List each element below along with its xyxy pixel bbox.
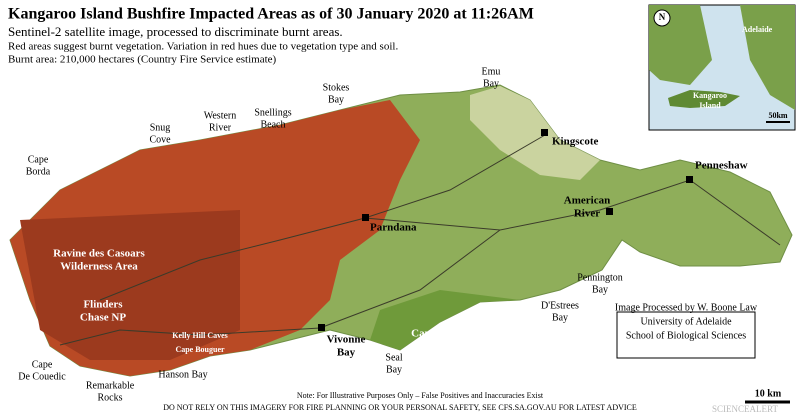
place-label: Cape Gantheaume — [411, 328, 499, 340]
road — [319, 229, 501, 329]
place-label: Snug — [150, 122, 171, 133]
place-label: Remarkable — [86, 380, 135, 391]
note: Red areas suggest burnt vegetation. Vari… — [8, 41, 398, 53]
footer-note: Note: For Illustrative Purposes Only – F… — [297, 391, 544, 400]
place-label: Parndana — [370, 222, 417, 234]
inset-island — [668, 90, 740, 108]
inset-label: Kangaroo — [693, 91, 727, 100]
place-label: Western — [204, 110, 237, 121]
town-marker — [362, 214, 369, 221]
town-marker — [318, 324, 325, 331]
road — [364, 179, 781, 246]
road — [59, 327, 321, 346]
scale-label: 10 km — [755, 388, 782, 399]
town-marker — [686, 176, 693, 183]
credit-box — [616, 311, 756, 359]
place-label: Kingscote — [552, 136, 599, 148]
place-label: Cape — [28, 154, 49, 165]
place-label: Rocks — [98, 392, 123, 403]
town-markers — [318, 129, 693, 331]
note: Burnt area: 210,000 hectares (Country Fi… — [8, 54, 277, 66]
credit: School of Biological Sciences — [626, 330, 746, 341]
place-label: Cove — [149, 134, 171, 145]
place-label: Cape Bouguer — [175, 345, 225, 354]
place-label: Bay — [337, 347, 356, 359]
north-label: N — [659, 12, 666, 22]
place-label: Bay — [592, 284, 608, 295]
inset-label: Island — [699, 101, 721, 110]
place-label: De Couedic — [18, 371, 66, 382]
town-marker — [606, 208, 613, 215]
place-label: Pennington — [577, 272, 623, 283]
inset-land — [740, 5, 795, 110]
place-label: D'Estrees — [541, 300, 579, 311]
place-label: Hanson Bay — [158, 369, 207, 380]
cape-gantheaume-area — [370, 290, 520, 350]
place-label: Borda — [26, 166, 51, 177]
inset-scale-label: 50km — [768, 111, 787, 120]
title: Kangaroo Island Bushfire Impacted Areas … — [8, 6, 534, 23]
place-label: River — [209, 122, 232, 133]
place-label: Chase NP — [80, 312, 126, 324]
subtitle: Sentinel-2 satellite image, processed to… — [8, 24, 343, 39]
place-label: Kelly Hill Caves — [172, 331, 228, 340]
place-label: Bay — [328, 94, 344, 105]
burnt-area-dark — [20, 210, 240, 360]
place-label: Bay — [552, 312, 568, 323]
north-arrow — [653, 9, 671, 27]
town-marker — [541, 129, 548, 136]
place-label: Bay — [386, 364, 402, 375]
place-label: Vivonne — [327, 334, 366, 346]
place-label: American — [564, 195, 610, 207]
place-label: Seal — [385, 352, 402, 363]
credit: University of Adelaide — [640, 316, 732, 327]
place-label: Emu — [482, 66, 501, 77]
place-label: Flinders — [83, 299, 123, 311]
place-label: Wilderness Area — [60, 261, 138, 273]
place-label: Penneshaw — [695, 160, 748, 172]
place-label: Snellings — [254, 107, 291, 118]
place-label: Cape — [32, 359, 53, 370]
watermark: SCIENCEALERT — [712, 404, 778, 414]
credit: Image Processed by W. Boone Law — [615, 302, 758, 313]
place-label: River — [574, 208, 600, 220]
inset-label: Adelaide — [742, 25, 773, 34]
place-label: Ravine des Casoars — [53, 248, 145, 260]
place-label: Stokes — [323, 82, 350, 93]
footer-warning: DO NOT RELY ON THIS IMAGERY FOR FIRE PLA… — [163, 403, 637, 412]
place-label: Wilderness Area — [416, 341, 494, 353]
place-label: Bay — [483, 78, 499, 89]
coastal-light-area — [470, 86, 600, 180]
place-label: Beach — [261, 119, 286, 130]
road — [99, 134, 546, 301]
roads — [59, 134, 781, 346]
